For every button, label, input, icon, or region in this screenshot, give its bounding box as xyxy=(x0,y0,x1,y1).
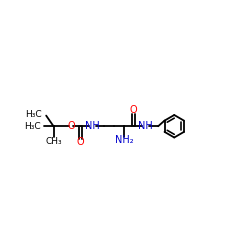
Text: O: O xyxy=(67,121,75,131)
Text: O: O xyxy=(77,137,84,147)
Text: O: O xyxy=(130,105,137,115)
Text: H₃C: H₃C xyxy=(24,122,40,131)
Text: CH₃: CH₃ xyxy=(45,137,62,146)
Text: NH: NH xyxy=(85,121,100,131)
Text: NH: NH xyxy=(138,121,152,131)
Text: NH₂: NH₂ xyxy=(114,135,133,145)
Text: H₃C: H₃C xyxy=(25,110,42,118)
